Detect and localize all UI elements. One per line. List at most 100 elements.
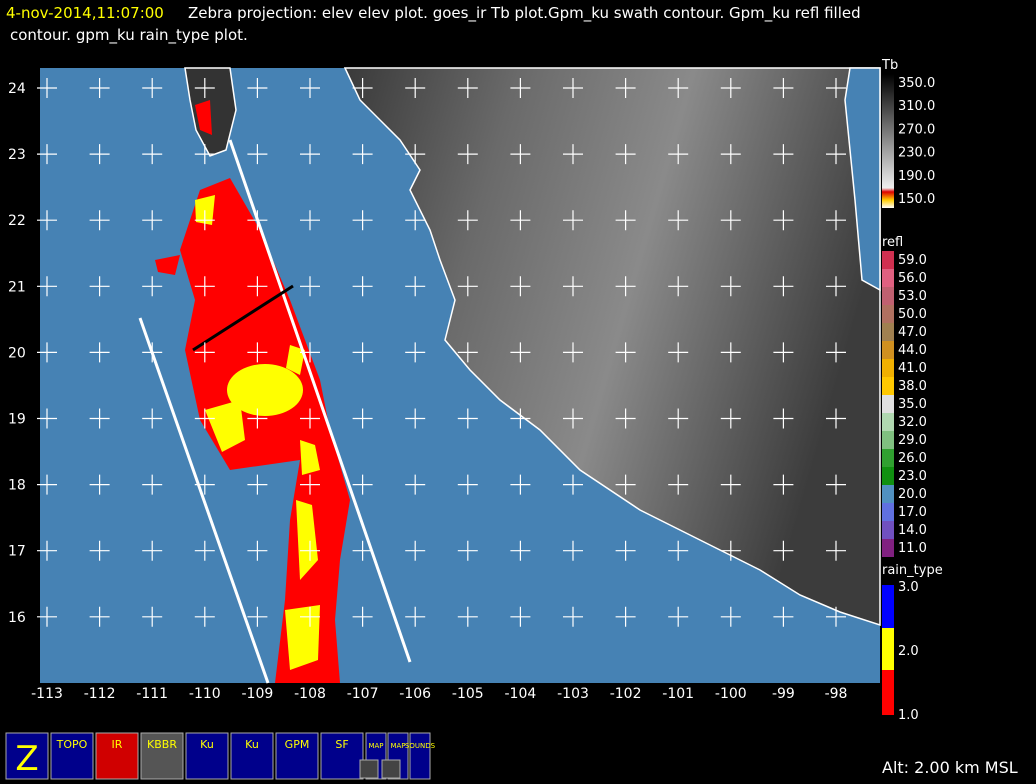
grid-cross [405, 606, 426, 627]
grid-cross [194, 276, 215, 297]
colorbar-label: 350.0 [898, 76, 935, 91]
colorbar-label: 190.0 [898, 169, 935, 184]
colorbar-label: 44.0 [898, 343, 927, 358]
grid-cross [615, 408, 636, 429]
grid-cross [510, 276, 531, 297]
grid-cross [668, 342, 689, 363]
grid-cross [773, 276, 794, 297]
tool-icon[interactable] [275, 732, 319, 780]
tool-icon[interactable] [140, 732, 184, 780]
lon-label: -105 [452, 686, 484, 702]
grid-cross [510, 210, 531, 231]
lon-label: -102 [610, 686, 642, 702]
tool-icon[interactable] [230, 732, 274, 780]
grid-cross [89, 540, 110, 561]
grid-cross [300, 540, 320, 561]
grid-cross [773, 474, 794, 495]
colorbar-title: Tb [881, 58, 898, 73]
lon-label: -111 [136, 686, 168, 702]
colorbar-label: 17.0 [898, 505, 927, 520]
grid-cross [405, 78, 426, 98]
grid-cross [510, 408, 531, 429]
grid-cross [826, 408, 846, 429]
grid-cross [668, 408, 689, 429]
grid-cross [405, 408, 426, 429]
grid-cross [142, 144, 163, 165]
grid-cross [247, 144, 268, 165]
grid-cross [668, 78, 689, 98]
colorbar-segment [882, 341, 894, 359]
grid-cross [826, 276, 846, 297]
gulf [844, 67, 881, 292]
grid-cross [720, 474, 741, 495]
grid-cross [563, 276, 583, 297]
colorbar-segment [882, 628, 894, 670]
lat-label: 24 [8, 81, 26, 97]
tool-icon[interactable] [5, 732, 49, 780]
colorbar-segment [882, 431, 894, 449]
tool-icon[interactable] [381, 759, 401, 779]
lon-label: -108 [294, 686, 326, 702]
grid-cross [668, 606, 689, 627]
grid-cross [720, 78, 741, 98]
tool-icon[interactable] [95, 732, 139, 780]
lon-label: -99 [772, 686, 795, 702]
tool-icon[interactable] [359, 759, 379, 779]
grid-cross [668, 276, 689, 297]
lat-label: 18 [8, 478, 26, 494]
lon-label: -100 [715, 686, 747, 702]
grid-cross [352, 78, 373, 98]
grid-cross [563, 78, 583, 98]
grid-cross [457, 210, 478, 231]
grid-cross [457, 78, 478, 98]
lat-label: 19 [8, 412, 26, 428]
grid-cross [457, 276, 478, 297]
tool-icon[interactable] [409, 732, 431, 780]
grid-cross [37, 606, 57, 627]
tool-label: Ku [245, 738, 259, 751]
grid-cross [37, 408, 57, 429]
grid-cross [457, 540, 478, 561]
grid-cross [826, 606, 846, 627]
rain-stratiform [285, 605, 320, 670]
toolbar: Z TOPO IR KBBR Ku Ku GPM SF MAP MAP SOUNDS [5, 732, 436, 780]
grid-cross [89, 276, 110, 297]
grid-cross [142, 540, 163, 561]
grid-cross [826, 144, 846, 165]
colorbar-label: 1.0 [898, 708, 919, 723]
grid-cross [563, 408, 583, 429]
grid-cross [773, 342, 794, 363]
grid-cross [668, 474, 689, 495]
status: Alt: 2.00 km MSL [882, 758, 1018, 777]
lat-label: 23 [8, 147, 26, 163]
grid-cross [510, 342, 531, 363]
title: Zebra projection: elev elev plot. goes_i… [188, 4, 861, 23]
grid-cross [247, 474, 268, 495]
grid-cross [510, 78, 531, 98]
grid-cross [615, 276, 636, 297]
grid-cross [352, 540, 373, 561]
tool-icon[interactable] [50, 732, 94, 780]
grid-cross [720, 540, 741, 561]
grid-cross [615, 210, 636, 231]
grid-cross [773, 210, 794, 231]
tool-icon[interactable] [185, 732, 229, 780]
rain-stratiform [205, 400, 245, 452]
tool-icon[interactable] [320, 732, 364, 780]
grid-cross [247, 78, 268, 98]
colorbar-segment [882, 413, 894, 431]
colorbar-label: 32.0 [898, 415, 927, 430]
grid-cross [615, 474, 636, 495]
grid-cross [247, 342, 268, 363]
colorbar-segment [882, 521, 894, 539]
grid-cross [510, 540, 531, 561]
lat-label: 16 [8, 610, 26, 626]
grid-cross [773, 144, 794, 165]
grid-cross [89, 342, 110, 363]
grid-cross [826, 78, 846, 98]
colorbar-label: 11.0 [898, 541, 927, 556]
colorbar [882, 74, 894, 208]
swath-edge [228, 139, 412, 663]
tool-label: MAP [390, 742, 405, 750]
